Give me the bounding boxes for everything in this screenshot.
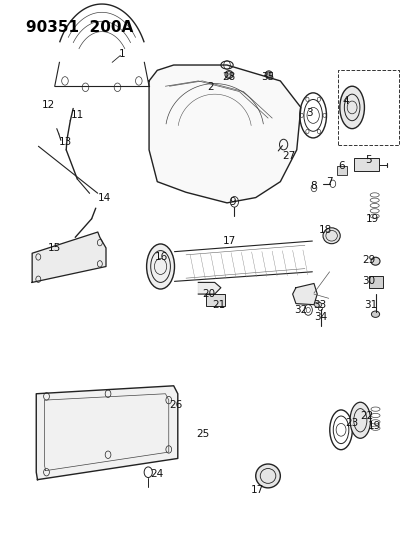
Bar [206, 294, 225, 306]
Text: 34: 34 [314, 312, 327, 322]
Text: 14: 14 [97, 192, 111, 203]
Polygon shape [32, 232, 106, 282]
Ellipse shape [225, 70, 233, 78]
Text: 19: 19 [366, 214, 379, 224]
Text: 23: 23 [346, 418, 359, 428]
Text: 28: 28 [223, 71, 236, 82]
Text: 15: 15 [48, 243, 62, 253]
Ellipse shape [323, 228, 340, 244]
Text: 25: 25 [196, 429, 209, 439]
Text: 90351  200A: 90351 200A [26, 20, 133, 35]
Text: 31: 31 [364, 300, 377, 310]
Text: 11: 11 [71, 110, 84, 120]
Polygon shape [293, 284, 317, 305]
Ellipse shape [350, 402, 370, 438]
Text: 27: 27 [282, 151, 295, 161]
Text: 29: 29 [362, 255, 375, 265]
Text: 13: 13 [58, 137, 71, 147]
Ellipse shape [256, 464, 280, 488]
Polygon shape [36, 386, 178, 480]
Text: 16: 16 [155, 252, 168, 262]
Text: 22: 22 [360, 411, 373, 421]
Ellipse shape [371, 257, 380, 265]
Text: 30: 30 [362, 276, 375, 286]
Text: 21: 21 [212, 300, 225, 310]
Ellipse shape [340, 86, 364, 128]
Text: 5: 5 [365, 156, 372, 165]
Text: 6: 6 [339, 161, 345, 171]
Bar [337, 166, 347, 175]
Text: 8: 8 [310, 181, 316, 191]
Text: 1: 1 [119, 50, 126, 59]
Text: 4: 4 [343, 96, 349, 106]
Ellipse shape [371, 311, 380, 317]
Bar [354, 158, 379, 171]
Ellipse shape [147, 244, 175, 289]
Text: 32: 32 [294, 305, 307, 315]
Polygon shape [149, 65, 301, 203]
Text: 17: 17 [223, 236, 236, 246]
Text: 7: 7 [326, 176, 333, 187]
Text: 17: 17 [251, 485, 264, 495]
Bar [368, 276, 383, 288]
Polygon shape [198, 282, 221, 294]
Ellipse shape [314, 302, 322, 308]
Text: 18: 18 [319, 225, 332, 236]
Text: 33: 33 [313, 300, 326, 310]
Text: 19: 19 [368, 421, 381, 431]
Text: 2: 2 [207, 82, 214, 92]
Text: 26: 26 [169, 400, 183, 410]
Text: 9: 9 [230, 197, 237, 207]
Text: 35: 35 [261, 71, 275, 82]
Ellipse shape [265, 71, 273, 78]
Text: 3: 3 [306, 108, 312, 118]
Text: 20: 20 [202, 289, 215, 299]
Text: 12: 12 [42, 100, 55, 110]
Text: 24: 24 [151, 470, 164, 479]
